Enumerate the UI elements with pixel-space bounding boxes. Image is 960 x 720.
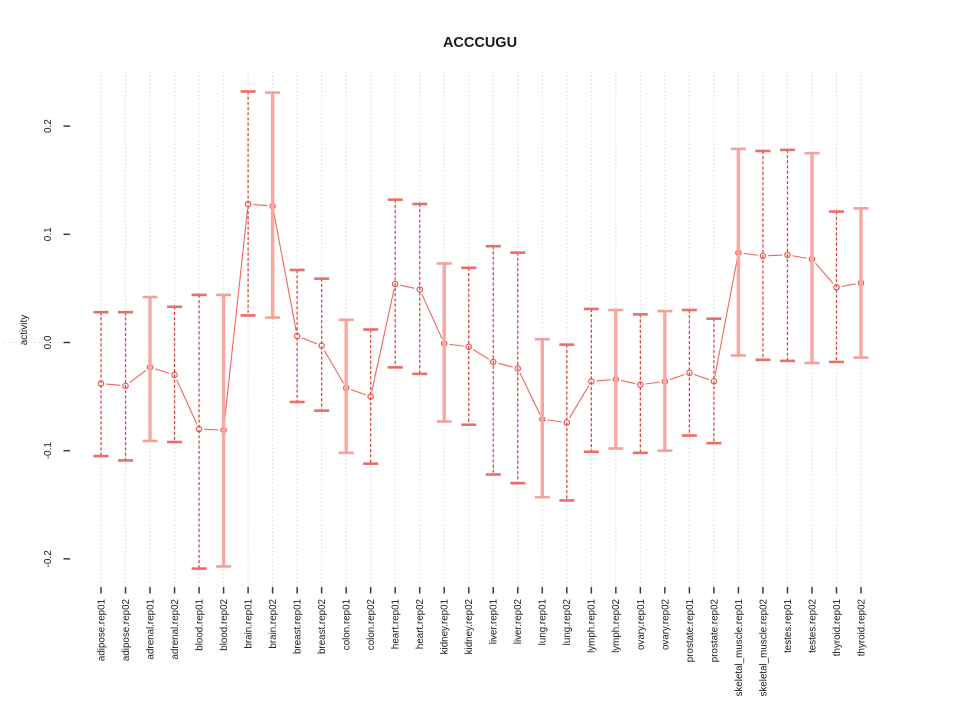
series-segment <box>714 257 738 377</box>
data-point <box>416 286 423 293</box>
y-tick-label: 0.0 <box>43 335 54 349</box>
x-tick-label: blood.rep02 <box>219 599 230 651</box>
series-segment <box>400 284 415 289</box>
x-tick-label: colon.rep02 <box>366 599 377 650</box>
data-point <box>759 252 767 260</box>
x-tick-label: prostate.rep02 <box>709 599 720 662</box>
series-segment <box>498 362 513 368</box>
x-tick-label: adipose.rep02 <box>121 599 132 661</box>
x-tick-label: skeletal_muscle.rep01 <box>734 599 745 696</box>
x-axis: adipose.rep01 adipose.rep02 adrenal.rep01 a… <box>96 587 867 696</box>
data-point <box>489 358 497 366</box>
x-tick-label: adipose.rep01 <box>96 599 107 661</box>
x-tick-label: testes.rep02 <box>807 599 818 653</box>
gridlines <box>100 72 862 587</box>
x-tick-label: skeletal_muscle.rep02 <box>758 599 769 696</box>
series-segment <box>223 209 249 426</box>
series-segment <box>129 370 147 384</box>
series-segment <box>792 255 807 259</box>
series-segment <box>154 368 170 374</box>
x-tick-label: lymph.rep02 <box>611 599 622 653</box>
series-segment <box>743 252 758 256</box>
x-tick-label: adrenal.rep01 <box>145 599 156 659</box>
x-tick-label: testes.rep01 <box>783 599 794 653</box>
x-tick-label: blood.rep01 <box>194 599 205 651</box>
series-segment <box>421 293 443 340</box>
x-tick-label: liver.rep01 <box>489 599 500 644</box>
series-segment <box>768 254 783 257</box>
series-segment <box>519 372 541 415</box>
series-segment <box>568 385 590 419</box>
series-segment <box>547 419 562 423</box>
x-tick-label: brain.rep01 <box>243 599 254 649</box>
data-point <box>514 365 522 372</box>
series-segment <box>669 373 685 381</box>
series-segment <box>253 203 268 207</box>
data-point <box>171 371 178 379</box>
x-tick-label: kidney.rep02 <box>464 599 475 654</box>
x-tick-label: ovary.rep02 <box>660 599 671 650</box>
x-tick-label: breast.rep02 <box>317 599 328 654</box>
data-point <box>122 382 129 390</box>
series-segment <box>645 381 660 385</box>
x-tick-label: heart.rep01 <box>391 599 402 649</box>
x-tick-label: brain.rep02 <box>268 599 279 649</box>
series-segment <box>350 389 366 396</box>
series-line <box>106 203 856 431</box>
data-point <box>784 251 791 259</box>
x-tick-label: lymph.rep01 <box>587 599 598 653</box>
x-tick-label: adrenal.rep02 <box>170 599 181 659</box>
x-tick-label: thyroid.rep02 <box>856 599 867 656</box>
series-segment <box>273 211 297 331</box>
y-tick-label: 0.2 <box>43 119 54 133</box>
x-tick-label: lung.rep02 <box>562 599 573 645</box>
y-axis: -0.2 -0.1 0.0 0.1 0.2 <box>43 119 70 568</box>
data-point <box>391 280 399 288</box>
series-segment <box>204 428 219 431</box>
series-segment <box>176 379 198 425</box>
series-segment <box>301 337 318 345</box>
x-tick-label: heart.rep02 <box>415 599 426 649</box>
x-tick-label: liver.rep02 <box>513 599 524 644</box>
x-tick-label: colon.rep01 <box>342 599 353 650</box>
data-points <box>97 200 865 434</box>
data-point <box>465 343 473 351</box>
x-tick-label: lung.rep01 <box>538 599 549 645</box>
y-axis-title: activity <box>19 315 30 346</box>
x-tick-label: breast.rep01 <box>293 599 304 654</box>
y-tick-label: 0.1 <box>43 227 54 241</box>
series-segment <box>472 349 490 360</box>
error-bars <box>93 90 869 570</box>
series-segment <box>814 262 834 284</box>
x-tick-label: thyroid.rep01 <box>832 599 843 656</box>
series-segment <box>841 283 856 287</box>
series-segment <box>371 289 395 392</box>
series-segment <box>323 349 345 384</box>
x-tick-label: kidney.rep01 <box>440 599 451 654</box>
chart-title: ACCCUGU <box>443 35 517 51</box>
x-tick-label: ovary.rep01 <box>636 599 647 650</box>
series-segment <box>106 383 121 386</box>
series-segment <box>596 379 611 382</box>
series-segment <box>449 343 464 347</box>
x-tick-label: prostate.rep01 <box>685 599 696 662</box>
y-tick-label: -0.2 <box>43 550 54 568</box>
y-tick-label: -0.1 <box>43 442 54 460</box>
series-segment <box>620 379 636 385</box>
series-segment <box>694 373 710 381</box>
